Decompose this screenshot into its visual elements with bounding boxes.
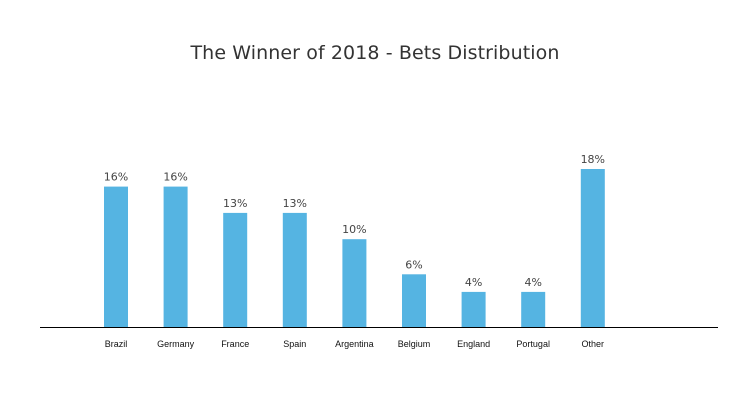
x-tick-label-argentina: Argentina [335,339,374,349]
bar-brazil [104,186,128,327]
data-label-portugal: 4% [524,276,541,289]
x-tick-label-other: Other [582,339,605,349]
bar-other [580,169,605,327]
data-label-brazil: 16% [104,171,128,184]
x-tick-label-germany: Germany [157,339,195,349]
x-tick-label-france: France [221,339,249,349]
data-label-germany: 16% [163,171,187,184]
bar-england [461,291,486,327]
data-label-argentina: 10% [342,223,366,236]
bar-germany [163,186,188,327]
x-tick-label-brazil: Brazil [105,339,128,349]
data-label-england: 4% [465,276,482,289]
x-tick-label-spain: Spain [283,339,306,349]
data-label-other: 18% [581,153,605,166]
data-label-belgium: 6% [405,258,422,271]
x-tick-label-belgium: Belgium [398,339,431,349]
x-tick-label-portugal: Portugal [516,339,550,349]
bar-portugal [521,291,546,327]
data-label-spain: 13% [283,197,307,210]
data-label-france: 13% [223,197,247,210]
chart-title: The Winner of 2018 - Bets Distribution [190,42,560,64]
bar-spain [282,212,307,327]
bar-argentina [342,239,367,327]
bar-france [223,212,248,327]
x-tick-label-england: England [457,339,490,349]
bar-belgium [402,274,426,327]
